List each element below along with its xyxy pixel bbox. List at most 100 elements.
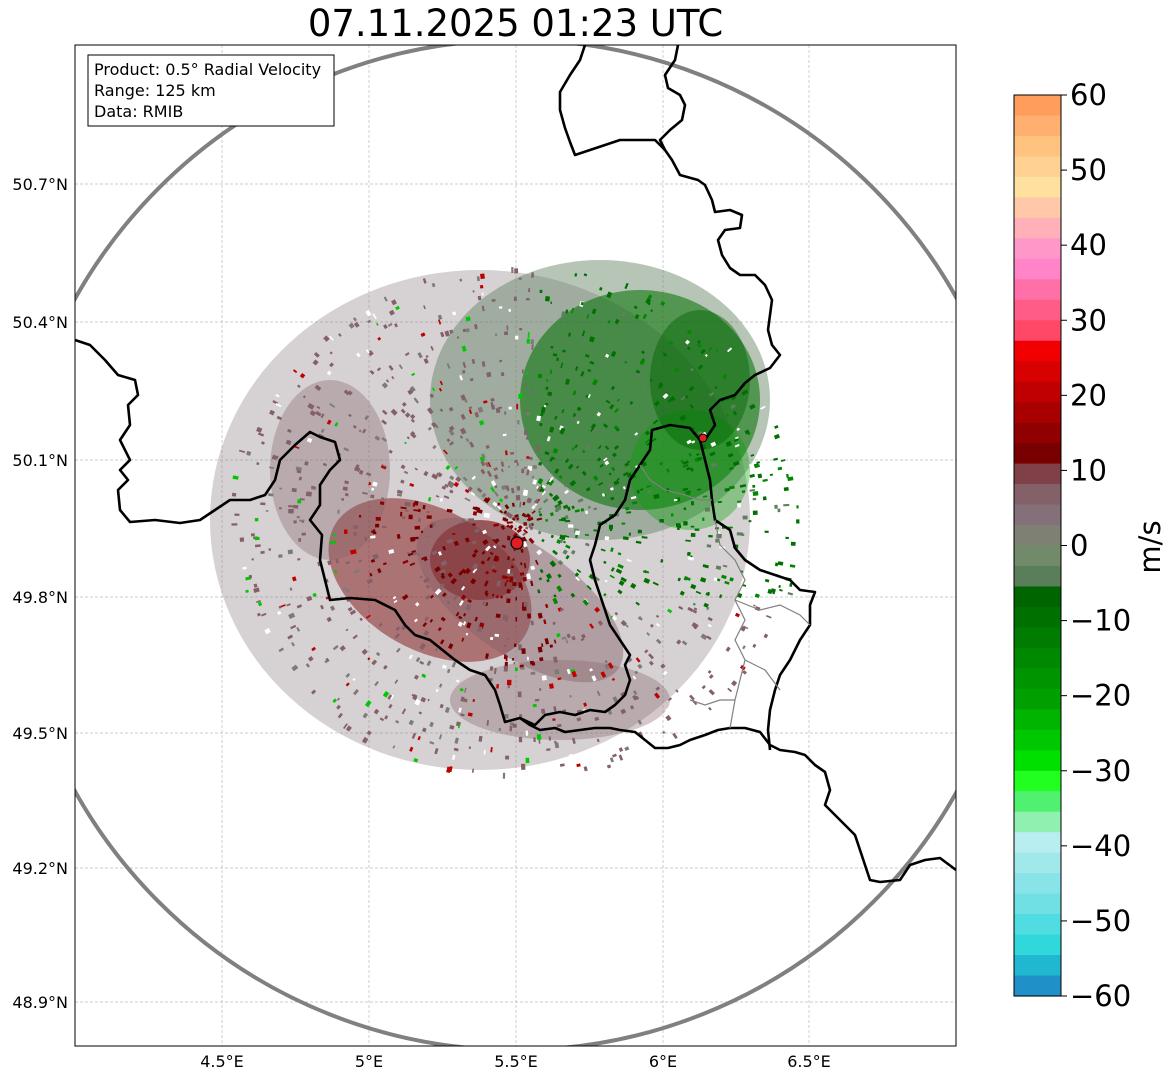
echo-pixel — [379, 717, 385, 722]
echo-pixel — [483, 497, 490, 504]
echo-pixel — [537, 589, 541, 594]
echo-pixel — [467, 486, 473, 492]
echo-pixel — [508, 308, 511, 312]
echo-pixel — [238, 449, 246, 454]
echo-pixel — [409, 536, 416, 542]
echo-pixel — [503, 494, 509, 500]
echo-pixel — [526, 517, 532, 522]
echo-pixel — [629, 401, 634, 405]
echo-pixel — [245, 589, 249, 593]
echo-pixel — [479, 420, 485, 426]
echo-pixel — [471, 768, 475, 773]
echo-pixel — [649, 378, 653, 382]
echo-pixel — [329, 362, 334, 368]
echo-pixel — [409, 746, 414, 752]
echo-pixel — [552, 353, 558, 357]
echo-pixel — [626, 558, 632, 563]
echo-pixel — [546, 436, 551, 442]
echo-pixel — [641, 536, 648, 539]
echo-pixel — [493, 667, 497, 674]
echo-pixel — [446, 538, 454, 544]
echo-pixel — [668, 340, 674, 345]
echo-pixel — [580, 371, 585, 377]
echo-pixel — [496, 502, 501, 507]
echo-pixel — [689, 404, 694, 409]
echo-pixel — [343, 447, 350, 452]
echo-pixel — [523, 562, 527, 569]
echo-pixel — [366, 730, 372, 736]
echo-pixel — [501, 484, 507, 491]
echo-pixel — [453, 540, 460, 547]
echo-pixel — [706, 591, 710, 596]
echo-pixel — [306, 437, 313, 443]
echo-pixel — [449, 475, 455, 481]
echo-pixel — [611, 466, 616, 472]
echo-pixel — [388, 449, 393, 454]
chart-title: 07.11.2025 01:23 UTC — [307, 2, 724, 45]
echo-pixel — [728, 485, 735, 490]
echo-pixel — [440, 616, 446, 622]
echo-pixel — [448, 482, 455, 489]
echo-pixel — [301, 532, 307, 536]
echo-pixel — [438, 734, 443, 740]
echo-pixel — [573, 416, 579, 423]
echo-pixel — [587, 368, 592, 373]
echo-pixel — [584, 533, 590, 537]
echo-pixel — [543, 498, 549, 504]
echo-pixel — [448, 406, 454, 412]
echo-pixel — [429, 741, 435, 745]
echo-pixel — [454, 737, 459, 744]
echo-pixel — [634, 314, 640, 320]
echo-pixel — [306, 595, 313, 602]
echo-pixel — [564, 483, 569, 488]
echo-pixel — [338, 333, 342, 337]
echo-pixel — [508, 406, 512, 410]
colorbar-ticks: 60 50 40 30 20 10 0 −10 −20 −30 −40 −50 −60 — [1061, 78, 1131, 1013]
echo-pixel — [715, 348, 719, 352]
echo-pixel — [518, 736, 523, 743]
echo-pixel — [562, 504, 569, 510]
echo-pixel — [521, 763, 526, 770]
echo-pixel — [511, 565, 514, 569]
echo-pixel — [499, 510, 504, 514]
echo-pixel — [655, 622, 661, 627]
colorbar-segment — [1014, 770, 1061, 792]
echo-pixel — [311, 689, 317, 695]
echo-pixel — [413, 397, 419, 404]
echo-pixel — [482, 539, 489, 546]
echo-pixel — [345, 628, 349, 632]
colorbar-segment — [1014, 381, 1061, 403]
echo-pixel — [676, 523, 681, 528]
echo-pixel — [395, 305, 400, 311]
echo-pixel — [531, 510, 536, 514]
echo-pixel — [278, 554, 283, 558]
echo-pixel — [408, 514, 413, 520]
echo-pixel — [329, 540, 336, 545]
echo-pixel — [465, 328, 470, 333]
echo-pixel — [440, 574, 446, 580]
echo-pixel — [635, 372, 640, 378]
info-range: Range: 125 km — [94, 81, 216, 100]
echo-pixel — [735, 436, 739, 440]
echo-pixel — [429, 393, 435, 399]
echo-pixel — [609, 574, 615, 579]
echo-pixel — [260, 502, 266, 506]
echo-pixel — [513, 296, 517, 302]
echo-pixel — [538, 461, 543, 466]
echo-pixel — [279, 507, 282, 510]
echo-pixel — [426, 510, 430, 514]
echo-pixel — [752, 497, 757, 501]
echo-pixel — [550, 345, 554, 349]
echo-pixel — [632, 675, 637, 680]
echo-pixel — [373, 708, 380, 715]
lat-tick: 50.7°N — [12, 175, 68, 194]
echo-pixel — [706, 544, 712, 548]
echo-pixel — [552, 621, 556, 626]
echo-pixel — [513, 643, 517, 647]
info-data: Data: RMIB — [94, 102, 183, 121]
echo-pixel — [444, 706, 450, 714]
echo-pixel — [437, 472, 443, 477]
echo-pixel — [731, 680, 738, 687]
echo-pixel — [604, 663, 611, 671]
echo-pixel — [511, 267, 514, 274]
